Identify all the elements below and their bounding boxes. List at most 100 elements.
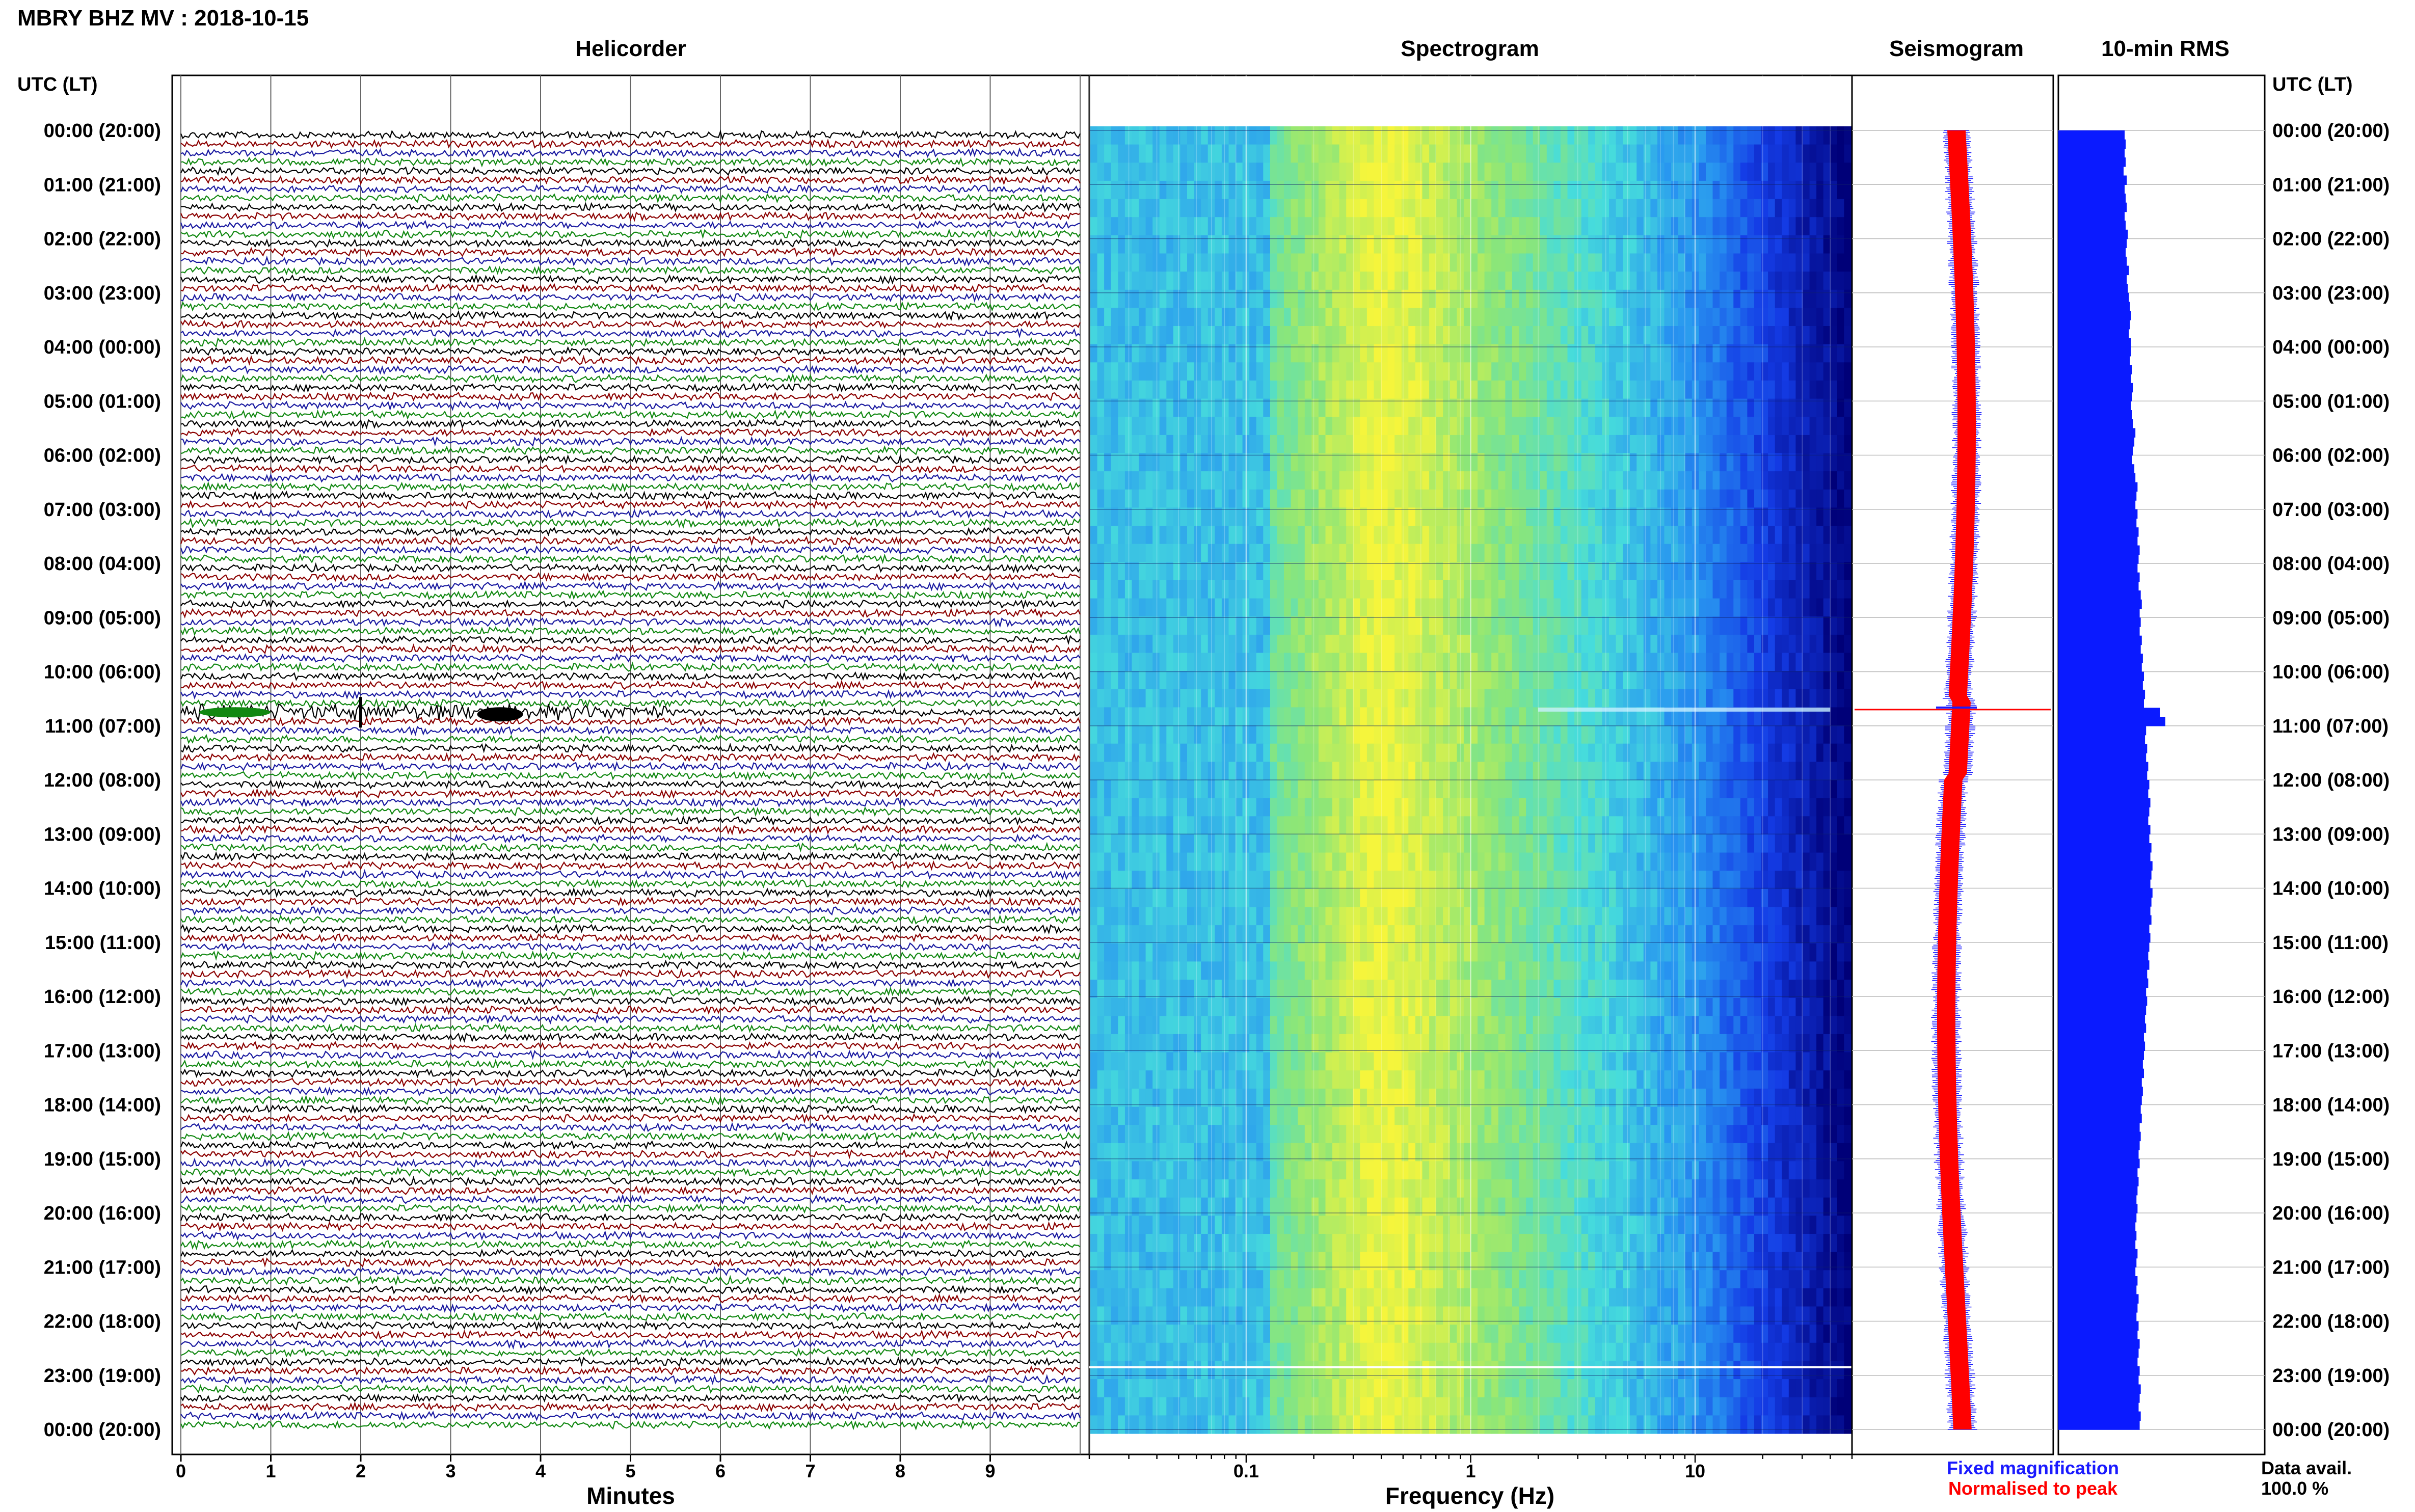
spectrogram-cell [1360, 235, 1367, 254]
spectrogram-cell [1740, 417, 1748, 435]
spectrogram-cell [1595, 616, 1602, 635]
spectrogram-cell [1733, 126, 1740, 145]
spectrogram-cell [1671, 526, 1678, 544]
spectrogram-cell [1353, 145, 1360, 163]
spectrogram-cell [1367, 235, 1374, 254]
spectrogram-cell [1810, 653, 1817, 671]
spectrogram-cell [1581, 599, 1589, 617]
spectrogram-cell [1146, 471, 1153, 490]
spectrogram-cell [1166, 725, 1173, 744]
spectrogram-cell [1837, 381, 1844, 399]
spectrogram-cell [1166, 163, 1173, 181]
spectrogram-cell [1775, 744, 1782, 762]
spectrogram-cell [1305, 853, 1312, 871]
spectrogram-cell [1408, 780, 1415, 798]
spectrogram-cell [1519, 235, 1526, 254]
spectrogram-cell [1706, 417, 1713, 435]
spectrogram-cell [1789, 381, 1796, 399]
spectrogram-cell [1588, 163, 1595, 181]
spectrogram-cell [1104, 889, 1111, 907]
spectrogram-cell [1533, 490, 1540, 508]
spectrogram-cell [1713, 381, 1720, 399]
spectrogram-cell [1720, 163, 1727, 181]
spectrogram-cell [1360, 272, 1367, 290]
spectrogram-cell [1429, 399, 1436, 417]
spectrogram-cell [1284, 544, 1291, 562]
spectrogram-cell [1810, 635, 1817, 653]
spectrogram-cell [1505, 308, 1512, 326]
spectrogram-cell [1512, 308, 1519, 326]
spectrogram-cell [1630, 816, 1637, 834]
spectrogram-cell [1394, 689, 1402, 708]
spectrogram-cell [1346, 544, 1353, 562]
spectrogram-cell [1547, 126, 1554, 145]
spectrogram-cell [1215, 217, 1222, 235]
spectrogram-cell [1553, 417, 1561, 435]
spectrogram-cell [1249, 889, 1256, 907]
spectrogram-cell [1291, 653, 1298, 671]
time-tick-left: 19:00 (15:00) [44, 1149, 161, 1170]
spectrogram-cell [1740, 889, 1748, 907]
spectrogram-cell [1173, 381, 1180, 399]
spectrogram-cell [1581, 181, 1589, 199]
spectrogram-cell [1346, 435, 1353, 453]
spectrogram-cell [1339, 526, 1347, 544]
spectrogram-cell [1733, 853, 1740, 871]
spectrogram-cell [1104, 853, 1111, 871]
spectrogram-cell [1339, 834, 1347, 853]
spectrogram-cell [1298, 199, 1305, 218]
spectrogram-cell [1201, 907, 1208, 926]
time-tick-right: 07:00 (03:00) [2272, 499, 2390, 521]
spectrogram-cell [1360, 381, 1367, 399]
spectrogram-cell [1332, 272, 1339, 290]
spectrogram-cell [1713, 362, 1720, 381]
spectrogram-cell [1291, 599, 1298, 617]
spectrogram-cell [1754, 326, 1761, 344]
spectrogram-cell [1665, 381, 1672, 399]
spectrogram-cell [1678, 725, 1685, 744]
spectrogram-cell [1215, 834, 1222, 853]
spectrogram-cell [1090, 235, 1097, 254]
time-tick-left: 09:00 (05:00) [44, 607, 161, 629]
spectrogram-cell [1319, 907, 1326, 926]
spectrogram-cell [1146, 907, 1153, 926]
spectrogram-cell [1699, 126, 1706, 145]
spectrogram-cell [1305, 889, 1312, 907]
spectrogram-cell [1727, 580, 1734, 599]
spectrogram-cell [1823, 562, 1831, 580]
spectrogram-cell [1229, 762, 1236, 780]
spectrogram-cell [1394, 907, 1402, 926]
spectrogram-cell [1505, 199, 1512, 218]
spectrogram-cell [1471, 544, 1478, 562]
spectrogram-cell [1644, 381, 1651, 399]
spectrogram-cell [1789, 580, 1796, 599]
spectrogram-cell [1616, 635, 1623, 653]
spectrogram-cell [1353, 544, 1360, 562]
spectrogram-cell [1256, 399, 1264, 417]
spectrogram-cell [1512, 507, 1519, 526]
spectrogram-cell [1160, 126, 1167, 145]
spectrogram-cell [1194, 490, 1201, 508]
spectrogram-cell [1464, 871, 1471, 889]
spectrogram-cell [1194, 816, 1201, 834]
spectrogram-cell [1394, 544, 1402, 562]
spectrogram-cell [1747, 181, 1754, 199]
spectrogram-cell [1319, 326, 1326, 344]
spectrogram-cell [1823, 235, 1831, 254]
spectrogram-cell [1761, 653, 1768, 671]
spectrogram-cell [1132, 507, 1139, 526]
spectrogram-cell [1381, 381, 1388, 399]
spectrogram-cell [1160, 653, 1167, 671]
spectrogram-cell [1775, 126, 1782, 145]
spectrogram-cell [1194, 798, 1201, 817]
spectrogram-cell [1733, 526, 1740, 544]
spectrogram-cell [1222, 399, 1229, 417]
spectrogram-cell [1706, 199, 1713, 218]
spectrogram-cell [1305, 326, 1312, 344]
spectrogram-cell [1685, 507, 1692, 526]
spectrogram-cell [1229, 471, 1236, 490]
spectrogram-cell [1222, 635, 1229, 653]
spectrogram-cell [1478, 871, 1485, 889]
spectrogram-cell [1713, 798, 1720, 817]
time-tick-right: 12:00 (08:00) [2272, 770, 2390, 791]
